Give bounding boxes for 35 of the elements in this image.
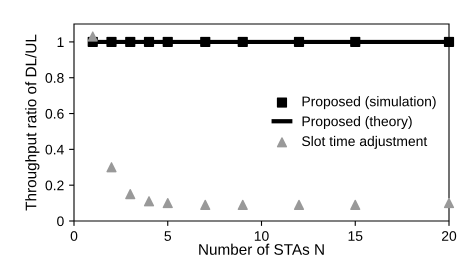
point <box>444 36 454 47</box>
point <box>200 200 210 210</box>
y-tick-label: 0.6 <box>46 108 64 119</box>
point <box>162 198 173 208</box>
point <box>200 36 210 47</box>
point <box>88 31 98 42</box>
legend-label: Proposed (theory) <box>302 116 412 129</box>
point <box>444 198 454 208</box>
point <box>144 36 154 47</box>
point <box>106 36 117 47</box>
x-tick-label: 5 <box>164 231 172 241</box>
point <box>125 36 136 47</box>
x-tick-label: 15 <box>348 231 362 241</box>
point <box>294 200 304 210</box>
y-tick-label: 0 <box>57 216 64 226</box>
y-tick-label: 0.2 <box>46 180 64 190</box>
y-tick-label: 1 <box>58 37 64 47</box>
y-tick-label: 0.8 <box>46 73 64 83</box>
point <box>106 162 117 172</box>
x-axis-title: Number of STAs N <box>199 244 324 255</box>
legend-label: Slot time adjustment <box>302 136 428 149</box>
x-tick-label: 10 <box>254 231 269 241</box>
y-tick-label: 0.4 <box>46 144 64 155</box>
point <box>238 36 248 47</box>
point <box>294 36 304 47</box>
point <box>350 200 360 210</box>
point <box>162 36 173 47</box>
point <box>125 189 136 200</box>
x-tick-label: 0 <box>70 231 78 241</box>
x-tick-label: 20 <box>442 231 456 241</box>
y-axis-title: Throughput ratio of DL/UL <box>25 34 40 210</box>
point <box>238 200 248 210</box>
point <box>350 36 360 47</box>
point <box>144 196 154 206</box>
legend-label: Proposed (simulation) <box>302 96 436 110</box>
